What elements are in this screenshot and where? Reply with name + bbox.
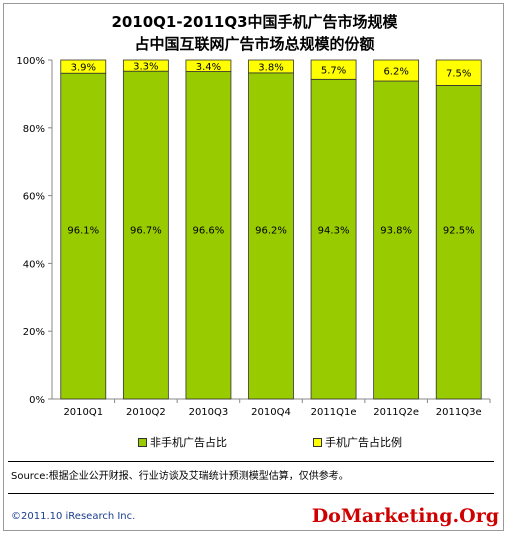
copyright-text: ©2011.10 iResearch Inc. — [11, 511, 136, 522]
x-tick-label: 2011Q1e — [311, 407, 357, 418]
data-label-mobile: 3.4% — [196, 62, 221, 73]
legend-swatch-green — [138, 437, 147, 447]
data-label-mobile: 6.2% — [383, 67, 408, 78]
bar-chart-plot: 0% 20% 40% 60% 80% 100% 3.9% 96.1% 2010Q1 3.3% 96.… — [16, 56, 491, 418]
data-label-non-mobile: 94.3% — [318, 226, 350, 237]
footer-divider-top — [8, 461, 494, 462]
y-tick-label: 80% — [23, 124, 45, 135]
bar-segment-mobile — [310, 59, 357, 80]
bar-segment-mobile — [373, 59, 420, 82]
legend-item-mobile: 手机广告占比例 — [313, 434, 402, 450]
y-tick-label: 100% — [16, 56, 45, 67]
x-tick-label: 2010Q2 — [126, 407, 166, 418]
x-tick-label: 2010Q1 — [63, 407, 103, 418]
x-tick-label: 2011Q3e — [436, 407, 482, 418]
legend-item-non-mobile: 非手机广告占比 — [138, 434, 227, 450]
x-tick-label: 2010Q4 — [251, 407, 291, 418]
legend-label-non-mobile: 非手机广告占比 — [150, 436, 227, 449]
y-tick-label: 0% — [29, 395, 45, 406]
bar-segment-non-mobile — [310, 78, 357, 400]
data-label-mobile: 3.8% — [258, 62, 283, 73]
footer-divider-bottom — [8, 493, 494, 494]
y-tick-label: 20% — [23, 327, 45, 338]
x-tick-label: 2010Q3 — [189, 407, 229, 418]
source-note: Source:根据企业公开财报、行业访谈及艾瑞统计预测模型估算，仅供参考。 — [11, 471, 349, 482]
data-label-mobile: 3.3% — [133, 62, 158, 73]
bar-segment-mobile — [122, 59, 169, 72]
bar-segment-non-mobile — [185, 71, 232, 400]
legend-label-mobile: 手机广告占比例 — [325, 436, 402, 449]
data-label-non-mobile: 96.6% — [193, 226, 225, 237]
bar-segment-non-mobile — [60, 72, 107, 400]
chart-title: 2010Q1-2011Q3中国手机广告市场规模 — [111, 13, 398, 31]
data-label-non-mobile: 96.2% — [255, 226, 287, 237]
bar-segment-non-mobile — [435, 85, 482, 400]
watermark-text: DoMarketing.Org — [311, 505, 499, 527]
bar-segment-mobile — [248, 59, 294, 74]
data-label-mobile: 5.7% — [321, 66, 346, 77]
bar-segment-mobile — [60, 59, 107, 74]
bar-segment-mobile — [185, 59, 232, 72]
data-label-mobile: 7.5% — [446, 69, 471, 80]
bar-segment-non-mobile — [248, 72, 294, 400]
x-tick-label: 2011Q2e — [373, 407, 419, 418]
data-label-mobile: 3.9% — [71, 63, 96, 74]
data-label-non-mobile: 93.8% — [380, 226, 412, 237]
bar-segment-non-mobile — [373, 80, 420, 400]
y-tick-label: 60% — [23, 192, 45, 203]
bar-segment-non-mobile — [122, 70, 169, 400]
data-label-non-mobile: 96.1% — [67, 226, 99, 237]
data-label-non-mobile: 96.7% — [130, 226, 162, 237]
y-tick-label: 40% — [23, 259, 45, 270]
data-label-non-mobile: 92.5% — [443, 226, 475, 237]
bar-segment-mobile — [435, 59, 482, 86]
chart-subtitle: 占中国互联网广告市场总规模的份额 — [134, 35, 375, 53]
legend-swatch-yellow — [313, 437, 322, 447]
